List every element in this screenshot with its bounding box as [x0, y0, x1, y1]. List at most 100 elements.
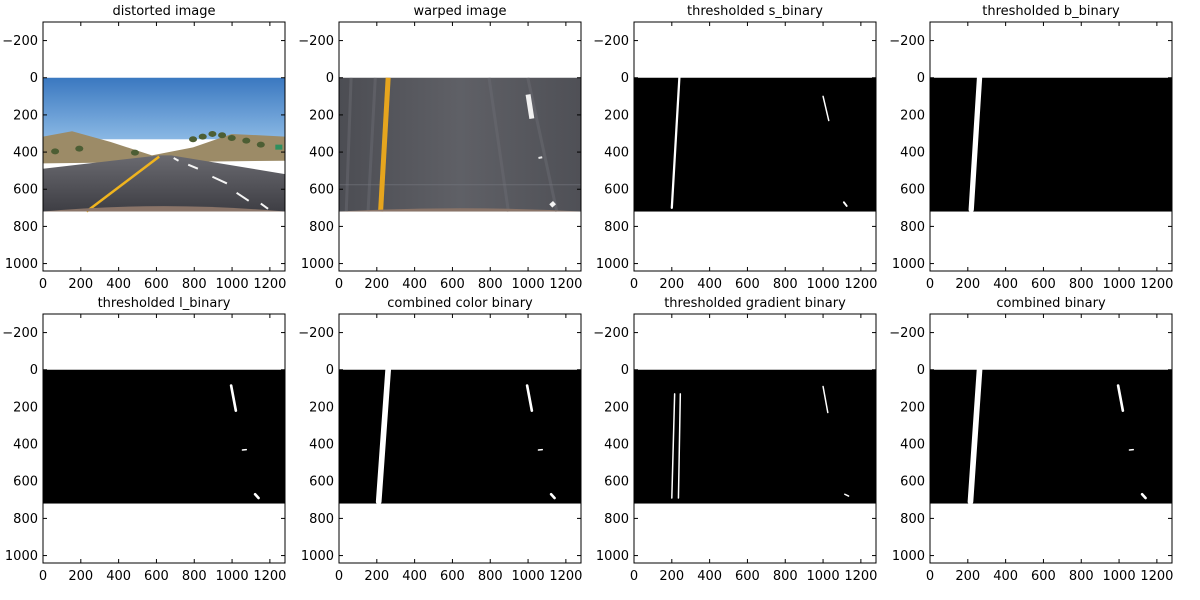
x-tick-label: 600 [735, 569, 760, 584]
y-tick-label: 0 [30, 71, 38, 86]
x-tick-label: 0 [630, 569, 638, 584]
lane-pixels [670, 76, 681, 209]
lane-pixels [549, 492, 556, 500]
lane-pixels [525, 384, 534, 412]
x-tick-label: 1000 [1103, 277, 1136, 292]
x-tick-label: 400 [993, 277, 1018, 292]
y-tick-label: 1000 [892, 549, 925, 564]
binary-mask [43, 369, 285, 504]
y-tick-label: 600 [900, 475, 925, 490]
y-tick-label: −200 [2, 326, 38, 341]
y-tick-label: 600 [13, 475, 38, 490]
y-tick-label: 800 [604, 220, 629, 235]
x-tick-label: 200 [955, 277, 980, 292]
x-tick-label: 400 [993, 569, 1018, 584]
x-tick-label: 400 [402, 569, 427, 584]
warped-streaks [339, 77, 581, 212]
y-tick-label: 1000 [5, 549, 38, 564]
x-tick-label: 1200 [1140, 569, 1173, 584]
binary-mask [930, 77, 1172, 212]
x-tick-label: 1200 [549, 277, 582, 292]
photo-white-lane [173, 157, 269, 210]
binary-mask [339, 369, 581, 504]
x-tick-label: 1000 [807, 569, 840, 584]
x-tick-label: 0 [335, 569, 343, 584]
x-tick-label: 1200 [253, 277, 286, 292]
lane-pixels [967, 366, 983, 505]
x-tick-label: 1000 [216, 277, 249, 292]
y-tick-label: −200 [2, 34, 38, 49]
subplot-title: thresholded s_binary [687, 4, 823, 19]
subplot-title: thresholded l_binary [98, 296, 231, 311]
x-tick-label: 1200 [844, 277, 877, 292]
y-tick-label: −200 [889, 326, 925, 341]
photo-trees [51, 130, 265, 156]
x-tick-label: 600 [440, 277, 465, 292]
x-tick-label: 0 [926, 277, 934, 292]
x-tick-label: 800 [1069, 277, 1094, 292]
x-tick-label: 600 [1031, 569, 1056, 584]
x-tick-label: 0 [926, 569, 934, 584]
x-tick-label: 400 [697, 569, 722, 584]
x-tick-label: 1200 [844, 569, 877, 584]
y-tick-label: 200 [900, 108, 925, 123]
subplot-combined-color-binary: combined color binary 0 200 400 600 800 1000 12… [298, 296, 582, 584]
x-tick-label: 200 [68, 277, 93, 292]
y-tick-label: 0 [621, 71, 629, 86]
photo-hills [43, 131, 285, 164]
y-tick-label: 0 [621, 363, 629, 378]
subplot-thresholded-s_binary: thresholded s_binary 0 200 400 600 800 1000 120… [593, 4, 877, 292]
photo-road [43, 155, 285, 212]
warped-yellow-lane [378, 77, 391, 212]
warped-white-lane [525, 94, 557, 208]
axes-frame [929, 313, 1173, 564]
y-tick-label: 200 [604, 400, 629, 415]
x-tick-label: 600 [144, 569, 169, 584]
x-tick-label: 1000 [512, 277, 545, 292]
y-tick-label: −200 [298, 326, 334, 341]
x-tick-label: 800 [478, 277, 503, 292]
axes-frame [633, 313, 877, 564]
y-tick-label: 1000 [5, 257, 38, 272]
lane-pixels [842, 201, 848, 207]
x-tick-label: 1000 [512, 569, 545, 584]
y-tick-label: 1000 [596, 257, 629, 272]
lane-pixels [375, 366, 391, 505]
x-tick-label: 800 [773, 569, 798, 584]
x-tick-label: 200 [659, 277, 684, 292]
x-tick-label: 200 [659, 569, 684, 584]
y-tick-label: 400 [900, 438, 925, 453]
subplot-warped-image: warped image 0 200 400 600 800 1000 1200 −200 0 20… [298, 4, 582, 292]
y-tick-label: 800 [900, 220, 925, 235]
y-tick-label: 600 [309, 475, 334, 490]
x-tick-label: 800 [1069, 569, 1094, 584]
lane-pixels [1116, 384, 1125, 412]
x-tick-label: 400 [697, 277, 722, 292]
x-tick-label: 0 [39, 569, 47, 584]
subplot-title: combined binary [996, 296, 1106, 311]
y-tick-label: 800 [13, 512, 38, 527]
y-tick-label: 200 [309, 400, 334, 415]
binary-mask [634, 369, 876, 504]
y-tick-label: 0 [326, 363, 334, 378]
subplot-title: warped image [413, 4, 506, 19]
y-tick-label: 800 [13, 220, 38, 235]
y-tick-label: −200 [593, 34, 629, 49]
y-tick-label: 600 [13, 183, 38, 198]
lane-pixels [671, 393, 676, 499]
x-tick-label: 1200 [549, 569, 582, 584]
y-tick-label: −200 [889, 34, 925, 49]
axes-frame [42, 313, 286, 564]
x-tick-label: 400 [402, 277, 427, 292]
y-tick-label: 1000 [301, 549, 334, 564]
lane-pixels [229, 384, 238, 412]
x-tick-label: 800 [478, 569, 503, 584]
x-tick-label: 200 [364, 569, 389, 584]
lane-pixels [253, 492, 260, 500]
x-tick-label: 400 [106, 277, 131, 292]
y-tick-label: 0 [917, 363, 925, 378]
lane-pixels [822, 385, 829, 414]
subplot-thresholded-gradient-binary: thresholded gradient binary 0 200 400 600 800… [593, 296, 877, 584]
x-tick-label: 600 [1031, 277, 1056, 292]
